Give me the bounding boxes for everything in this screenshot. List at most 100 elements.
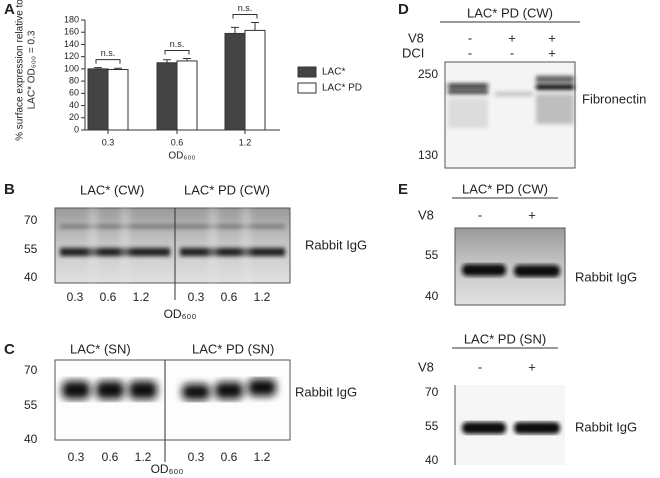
y-axis-label: % surface expression relative to: [15, 0, 26, 141]
group-header: LAC* (SN): [70, 341, 131, 356]
condition: -: [478, 207, 482, 222]
x-axis-label: OD₆₀₀: [168, 151, 195, 162]
condition: -: [468, 30, 472, 45]
legend-label: LAC*: [322, 67, 345, 78]
condition: -: [468, 45, 472, 60]
marker: 250: [418, 67, 438, 81]
y-tick-label: 120: [64, 51, 79, 61]
lane-label: 0.6: [221, 450, 238, 464]
band-label: Rabbit IgG: [305, 237, 367, 252]
row-label: V8: [418, 207, 434, 222]
significance-bracket: [164, 50, 190, 55]
significance-bracket: [232, 13, 258, 19]
band-label: Rabbit IgG: [575, 419, 637, 434]
blot: [444, 61, 576, 169]
legend-swatch: [297, 66, 317, 78]
significance-label: n.s.: [101, 48, 116, 58]
group-header: LAC* PD (SN): [192, 341, 274, 356]
blot: [454, 385, 565, 465]
lane-label: 0.6: [221, 290, 238, 304]
error-bar: [94, 67, 102, 69]
bar-chart: 0 20 40 60 80 100 120 140 160 180 0.3 n.s. 0.6 n.s. 1.…: [64, 3, 362, 148]
x-tick-label: 0.3: [102, 137, 115, 147]
condition: +: [548, 45, 556, 60]
condition: -: [478, 359, 482, 374]
y-tick-label: 160: [64, 27, 79, 37]
y-tick-label: 20: [69, 112, 79, 122]
lane-label: 0.6: [102, 450, 119, 464]
marker: 40: [425, 289, 439, 303]
marker: 55: [425, 248, 439, 262]
error-bar: [183, 58, 191, 61]
y-axis-label: LAC* OD₆₀₀ = 0.3: [27, 30, 38, 109]
y-tick-label: 140: [64, 39, 79, 49]
lane-label: 0.6: [100, 290, 117, 304]
row-label: V8: [408, 30, 424, 45]
error-bar: [231, 26, 239, 34]
x-label: OD₆₀₀: [164, 307, 197, 321]
marker: 70: [24, 363, 38, 377]
bar: [224, 32, 246, 131]
y-tick-label: 100: [64, 63, 79, 73]
significance-label: n.s.: [170, 39, 185, 49]
lane-label: 1.2: [254, 290, 271, 304]
group-header: LAC* (CW): [80, 182, 144, 197]
marker: 40: [425, 453, 439, 467]
significance-label: n.s.: [238, 3, 253, 13]
error-bar: [251, 21, 259, 31]
band-label: Fibronectin: [582, 91, 646, 106]
bar: [87, 68, 109, 131]
bar: [107, 69, 129, 131]
lane-label: 1.2: [254, 450, 271, 464]
y-tick-label: 0: [74, 124, 79, 134]
y-tick-label: 40: [69, 100, 79, 110]
lane-label: 0.3: [68, 450, 85, 464]
panel-letter: E: [398, 181, 408, 198]
band-label: Rabbit IgG: [575, 269, 637, 284]
error-bar: [114, 67, 122, 70]
bar: [244, 29, 266, 131]
condition: -: [510, 45, 514, 60]
bar: [176, 60, 198, 131]
condition: +: [548, 30, 556, 45]
legend-label: LAC* PD: [322, 83, 362, 94]
lane-label: 0.3: [67, 290, 84, 304]
error-bar: [163, 59, 171, 63]
lane-label: 1.2: [135, 450, 152, 464]
row-label: V8: [418, 359, 434, 374]
condition: +: [528, 359, 536, 374]
marker: 40: [24, 270, 38, 284]
x-tick-label: 1.2: [239, 137, 252, 147]
group-header: LAC* PD (SN): [464, 331, 546, 346]
marker: 70: [24, 213, 38, 227]
panel-letter: B: [4, 181, 15, 198]
marker: 55: [24, 398, 38, 412]
condition: +: [528, 207, 536, 222]
panel-letter: C: [4, 341, 15, 358]
lane-label: 0.3: [188, 450, 205, 464]
group-header: LAC* PD (CW): [184, 182, 270, 197]
x-label: OD₆₀₀: [151, 462, 184, 476]
x-tick-label: 0.6: [171, 137, 184, 147]
lane-label: 1.2: [133, 290, 150, 304]
marker: 130: [418, 148, 438, 162]
marker: 55: [425, 419, 439, 433]
condition: +: [508, 30, 516, 45]
blot: [454, 227, 566, 306]
blot: [54, 359, 291, 462]
y-tick-label: 80: [69, 75, 79, 85]
group-header: LAC* PD (CW): [462, 181, 548, 196]
marker: 55: [24, 242, 38, 256]
y-tick-label: 60: [69, 88, 79, 98]
panel-letter: A: [4, 1, 15, 18]
bar: [156, 62, 178, 131]
lane-label: 0.3: [188, 290, 205, 304]
group-header: LAC* PD (CW): [467, 5, 553, 20]
significance-bracket: [95, 59, 121, 64]
y-tick-label: 180: [64, 14, 79, 24]
marker: 70: [425, 385, 439, 399]
row-label: DCI: [402, 45, 424, 60]
panel-letter: D: [398, 1, 409, 18]
marker: 40: [24, 432, 38, 446]
